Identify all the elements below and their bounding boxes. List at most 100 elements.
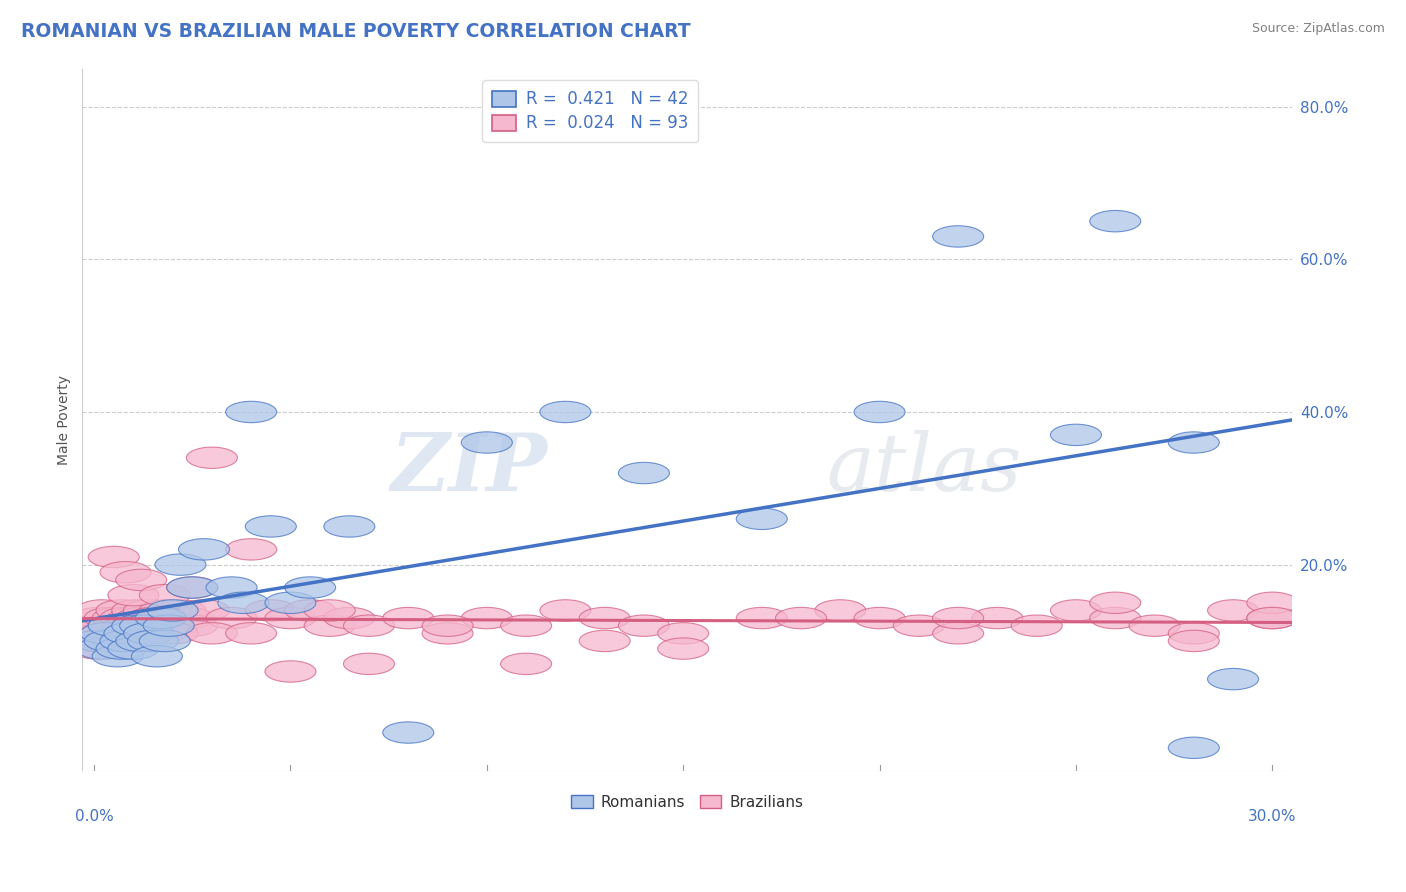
Ellipse shape [80, 623, 131, 644]
Ellipse shape [1208, 668, 1258, 690]
Ellipse shape [1011, 615, 1062, 636]
Ellipse shape [111, 599, 163, 621]
Ellipse shape [619, 462, 669, 483]
Ellipse shape [148, 623, 198, 644]
Ellipse shape [737, 508, 787, 530]
Ellipse shape [540, 599, 591, 621]
Ellipse shape [89, 623, 139, 644]
Ellipse shape [284, 577, 336, 599]
Ellipse shape [89, 615, 139, 636]
Ellipse shape [115, 631, 167, 652]
Text: atlas: atlas [827, 430, 1022, 508]
Ellipse shape [1090, 211, 1140, 232]
Ellipse shape [108, 638, 159, 659]
Ellipse shape [76, 638, 128, 659]
Ellipse shape [323, 516, 375, 537]
Ellipse shape [89, 546, 139, 567]
Ellipse shape [115, 569, 167, 591]
Ellipse shape [737, 607, 787, 629]
Ellipse shape [100, 562, 150, 583]
Ellipse shape [1247, 592, 1298, 614]
Ellipse shape [932, 226, 984, 247]
Ellipse shape [128, 631, 179, 652]
Text: ROMANIAN VS BRAZILIAN MALE POVERTY CORRELATION CHART: ROMANIAN VS BRAZILIAN MALE POVERTY CORRE… [21, 22, 690, 41]
Ellipse shape [264, 661, 316, 682]
Ellipse shape [143, 615, 194, 636]
Ellipse shape [264, 607, 316, 629]
Ellipse shape [179, 539, 229, 560]
Ellipse shape [853, 401, 905, 423]
Ellipse shape [80, 615, 131, 636]
Ellipse shape [155, 599, 207, 621]
Ellipse shape [96, 638, 148, 659]
Ellipse shape [501, 615, 551, 636]
Ellipse shape [96, 615, 148, 636]
Ellipse shape [540, 401, 591, 423]
Ellipse shape [76, 623, 128, 644]
Ellipse shape [73, 607, 124, 629]
Ellipse shape [93, 631, 143, 652]
Ellipse shape [163, 607, 214, 629]
Ellipse shape [93, 607, 143, 629]
Ellipse shape [422, 615, 472, 636]
Ellipse shape [207, 577, 257, 599]
Ellipse shape [343, 615, 395, 636]
Ellipse shape [143, 607, 194, 629]
Ellipse shape [1090, 592, 1140, 614]
Ellipse shape [207, 607, 257, 629]
Ellipse shape [111, 615, 163, 636]
Ellipse shape [225, 401, 277, 423]
Ellipse shape [120, 615, 170, 636]
Ellipse shape [932, 607, 984, 629]
Legend: Romanians, Brazilians: Romanians, Brazilians [565, 789, 810, 815]
Ellipse shape [658, 638, 709, 659]
Ellipse shape [1247, 607, 1298, 629]
Ellipse shape [179, 599, 229, 621]
Ellipse shape [1168, 737, 1219, 758]
Ellipse shape [84, 631, 135, 652]
Ellipse shape [155, 554, 207, 575]
Ellipse shape [139, 584, 190, 606]
Text: 30.0%: 30.0% [1249, 809, 1296, 824]
Ellipse shape [167, 577, 218, 599]
Ellipse shape [932, 623, 984, 644]
Ellipse shape [972, 607, 1024, 629]
Ellipse shape [124, 599, 174, 621]
Ellipse shape [1208, 599, 1258, 621]
Ellipse shape [135, 607, 187, 629]
Ellipse shape [80, 623, 131, 644]
Ellipse shape [382, 607, 434, 629]
Ellipse shape [93, 646, 143, 667]
Ellipse shape [104, 623, 155, 644]
Ellipse shape [104, 623, 155, 644]
Ellipse shape [304, 599, 356, 621]
Ellipse shape [1168, 631, 1219, 652]
Ellipse shape [218, 592, 269, 614]
Ellipse shape [1050, 599, 1101, 621]
Ellipse shape [89, 615, 139, 636]
Ellipse shape [304, 615, 356, 636]
Ellipse shape [148, 615, 198, 636]
Ellipse shape [76, 631, 128, 652]
Ellipse shape [1168, 432, 1219, 453]
Ellipse shape [1129, 615, 1180, 636]
Ellipse shape [108, 631, 159, 652]
Ellipse shape [73, 631, 124, 652]
Ellipse shape [96, 599, 148, 621]
Ellipse shape [245, 516, 297, 537]
Ellipse shape [100, 607, 150, 629]
Ellipse shape [139, 631, 190, 652]
Text: ZIP: ZIP [391, 430, 548, 508]
Ellipse shape [225, 539, 277, 560]
Ellipse shape [104, 615, 155, 636]
Ellipse shape [422, 623, 472, 644]
Ellipse shape [73, 638, 124, 659]
Ellipse shape [108, 607, 159, 629]
Ellipse shape [1050, 425, 1101, 446]
Ellipse shape [225, 623, 277, 644]
Text: 0.0%: 0.0% [75, 809, 114, 824]
Ellipse shape [264, 592, 316, 614]
Ellipse shape [135, 623, 187, 644]
Ellipse shape [148, 599, 198, 621]
Ellipse shape [73, 631, 124, 652]
